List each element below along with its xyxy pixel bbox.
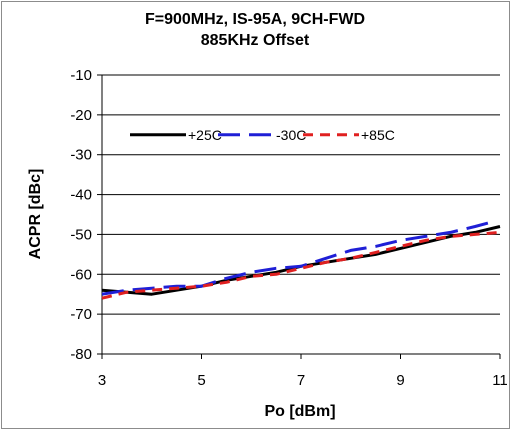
series-lines bbox=[101, 221, 501, 300]
y-axis-label: ACPR [dBc] bbox=[27, 169, 44, 260]
y-tick-labels: -10 -20 -30 -40 -50 -60 -70 -80 bbox=[70, 67, 92, 363]
y-tick-label: -50 bbox=[70, 226, 92, 243]
y-tick-label: -80 bbox=[70, 346, 92, 363]
y-tick-label: -60 bbox=[70, 266, 92, 283]
plot-area bbox=[102, 75, 500, 354]
x-axis-label: Po [dBm] bbox=[264, 403, 335, 420]
x-tick-label: 7 bbox=[297, 372, 305, 389]
x-tick-label: 5 bbox=[197, 372, 205, 389]
x-tick-label: 3 bbox=[98, 372, 106, 389]
chart-title: F=900MHz, IS-95A, 9CH-FWD bbox=[145, 11, 365, 28]
chart-subtitle: 885KHz Offset bbox=[201, 32, 310, 49]
y-tick-label: -70 bbox=[70, 306, 92, 323]
axes bbox=[97, 74, 501, 359]
legend-label-2: -30C bbox=[276, 127, 306, 143]
y-tick-label: -20 bbox=[70, 107, 92, 124]
x-tick-label: 9 bbox=[396, 372, 404, 389]
y-tick-label: -10 bbox=[70, 67, 92, 84]
legend: +25C -30C +85C bbox=[130, 127, 395, 143]
y-tick-label: -40 bbox=[70, 187, 92, 204]
grid-lines bbox=[102, 74, 500, 315]
legend-label-3: +85C bbox=[361, 127, 395, 143]
x-tick-labels: 3 5 7 9 11 bbox=[98, 372, 508, 389]
x-tick-label: 11 bbox=[492, 372, 508, 389]
legend-label-1: +25C bbox=[188, 127, 222, 143]
series-line-2 bbox=[101, 221, 491, 296]
y-tick-label: -30 bbox=[70, 147, 92, 164]
